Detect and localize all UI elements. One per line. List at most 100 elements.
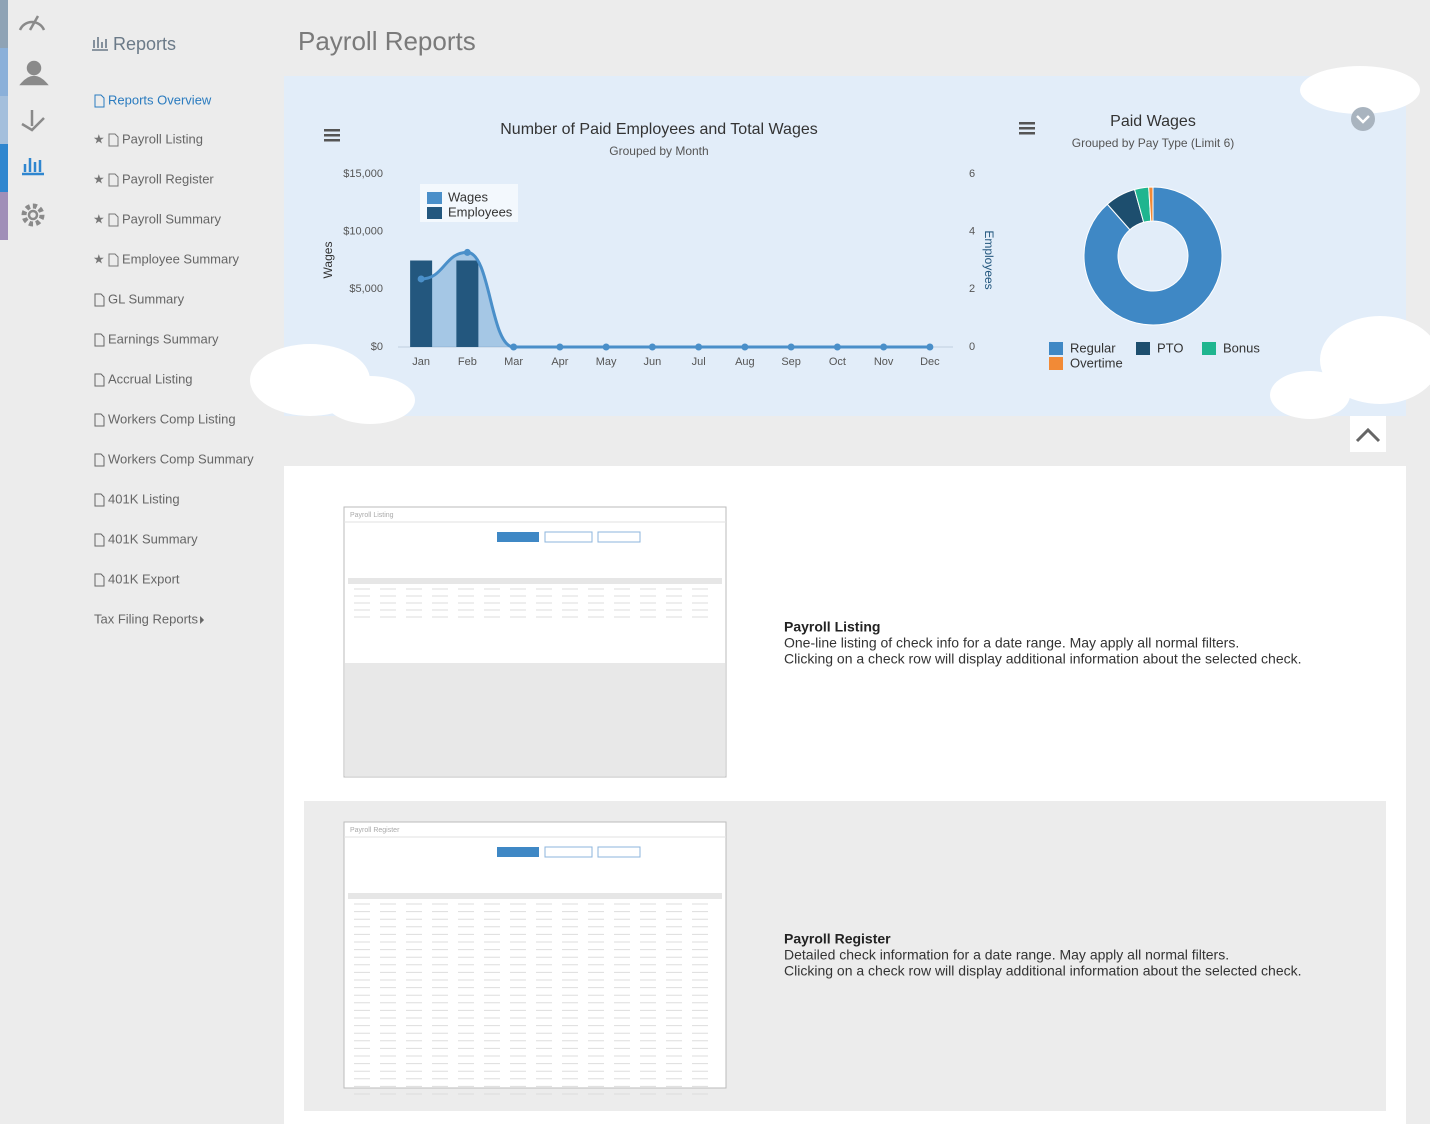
menu-bar[interactable] xyxy=(324,139,340,142)
thumb-header-row xyxy=(348,893,722,899)
x-tick-label: Apr xyxy=(551,356,568,368)
chart-title: Number of Paid Employees and Total Wages xyxy=(500,121,818,138)
x-tick-label: Mar xyxy=(504,356,523,368)
menu-bar[interactable] xyxy=(324,129,340,132)
x-tick-label: May xyxy=(596,356,617,368)
gauge-icon[interactable] xyxy=(18,20,46,31)
legend-label: Overtime xyxy=(1070,355,1123,370)
doc-icon xyxy=(108,133,119,147)
submenu-arrow xyxy=(200,616,205,624)
person-body[interactable] xyxy=(19,75,49,86)
legend-label: PTO xyxy=(1157,340,1184,355)
sidebar-link[interactable]: 401K Listing xyxy=(108,491,180,506)
doc-icon xyxy=(94,453,105,467)
chart-icon[interactable] xyxy=(22,158,44,176)
sidebar-link[interactable]: Payroll Summary xyxy=(122,211,221,226)
legend-label: Regular xyxy=(1070,340,1116,355)
person-icon[interactable] xyxy=(26,60,42,76)
legend-swatch xyxy=(427,207,442,219)
cloud xyxy=(1320,316,1430,404)
bar xyxy=(410,260,433,347)
sidebar-link[interactable]: Reports Overview xyxy=(108,92,212,107)
chart-subtitle: Grouped by Month xyxy=(609,144,708,158)
sidebar-link[interactable]: Tax Filing Reports xyxy=(94,611,199,626)
reports-icon xyxy=(92,37,108,51)
rail-strip xyxy=(0,192,8,240)
y2-axis-label: Employees xyxy=(982,230,996,289)
scroll-top-button[interactable] xyxy=(1350,416,1386,452)
point xyxy=(787,343,795,351)
chart-title: Paid Wages xyxy=(1110,113,1196,130)
sidebar-link[interactable]: Payroll Listing xyxy=(122,131,203,146)
legend-label: Employees xyxy=(448,204,513,219)
thumb-footer xyxy=(345,663,725,776)
chart-subtitle: Grouped by Pay Type (Limit 6) xyxy=(1072,136,1235,150)
x-tick-label: Jul xyxy=(692,356,706,368)
donut-slice xyxy=(1148,186,1154,222)
sidebar-link[interactable]: Employee Summary xyxy=(122,251,240,266)
tool-icon[interactable] xyxy=(21,110,45,132)
legend-label: Wages xyxy=(448,189,488,204)
sidebar-link[interactable]: Payroll Register xyxy=(122,171,214,186)
clouds xyxy=(250,66,1430,424)
sidebar-link[interactable]: GL Summary xyxy=(108,291,185,306)
nav-icons[interactable] xyxy=(18,15,49,227)
doc-icon xyxy=(94,373,105,387)
menu-bar[interactable] xyxy=(1019,127,1035,130)
thumbnail[interactable] xyxy=(343,821,727,1089)
rail-strip xyxy=(0,0,8,48)
sidebar-link[interactable]: Workers Comp Listing xyxy=(108,411,236,426)
x-tick-label: Dec xyxy=(920,356,940,368)
x-tick-label: Oct xyxy=(829,356,846,368)
x-tick-label: Aug xyxy=(735,356,755,368)
thumb-header-row xyxy=(348,578,722,584)
gauge-needle[interactable] xyxy=(28,15,40,31)
sidebar-link[interactable]: Accrual Listing xyxy=(108,371,193,386)
page-title: Payroll Reports xyxy=(298,26,476,56)
chevron-down[interactable] xyxy=(1356,115,1370,124)
gear-hub[interactable] xyxy=(27,209,39,221)
menu-bar[interactable] xyxy=(1019,122,1035,125)
cloud xyxy=(1300,66,1420,114)
doc-icon xyxy=(94,94,105,108)
gear-icon[interactable] xyxy=(21,203,45,227)
sidebar-title: Reports xyxy=(113,34,176,54)
y-tick-label: $5,000 xyxy=(349,283,383,295)
y-tick-label: $0 xyxy=(371,341,383,353)
chart-menu[interactable] xyxy=(324,122,1035,142)
cloud xyxy=(325,376,415,424)
report-title[interactable]: Payroll Register xyxy=(784,931,891,947)
doc-icon xyxy=(94,573,105,587)
sidebar-link[interactable]: 401K Summary xyxy=(108,531,198,546)
sidebar-link[interactable]: Earnings Summary xyxy=(108,331,219,346)
collapse-button[interactable] xyxy=(1351,107,1375,131)
point xyxy=(833,343,841,351)
point xyxy=(880,343,888,351)
x-tick-label: Nov xyxy=(874,356,894,368)
sidebar-link[interactable]: 401K Export xyxy=(108,571,180,586)
thumbnail-title: Payroll Listing xyxy=(350,512,394,519)
chevron-up[interactable] xyxy=(1355,427,1381,443)
x-tick-label: Feb xyxy=(458,356,477,368)
legend-swatch xyxy=(1136,342,1150,355)
doc-icon xyxy=(108,173,119,187)
thumb-button xyxy=(544,531,593,543)
point xyxy=(417,275,425,283)
rail-strip xyxy=(0,96,8,144)
doc-icon xyxy=(108,253,119,267)
legend-swatch xyxy=(1202,342,1216,355)
doc-icon xyxy=(94,413,105,427)
y2-tick-label: 0 xyxy=(969,341,975,353)
point xyxy=(510,343,518,351)
report-title[interactable]: Payroll Listing xyxy=(784,619,880,635)
menu-bar[interactable] xyxy=(1019,132,1035,135)
thumb-button xyxy=(497,532,539,542)
y2-tick-label: 6 xyxy=(969,168,975,180)
sidebar-link[interactable]: Workers Comp Summary xyxy=(108,451,254,466)
doc-icon xyxy=(94,493,105,507)
rail-strip xyxy=(0,48,8,96)
menu-bar[interactable] xyxy=(324,134,340,137)
y-axis-label: Wages xyxy=(321,242,335,279)
cloud xyxy=(1270,371,1350,419)
